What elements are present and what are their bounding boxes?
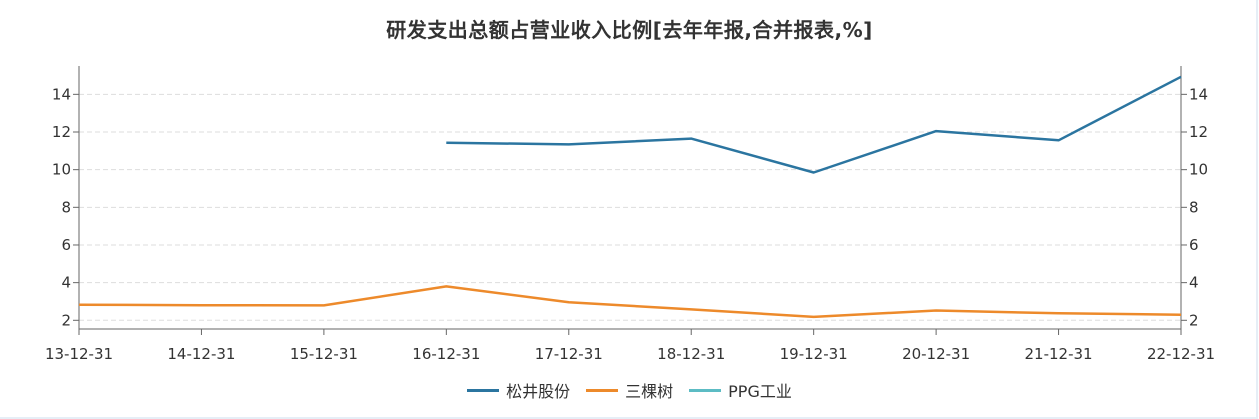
- y-tick-label-right: 12: [1189, 123, 1208, 141]
- x-tick-label: 18-12-31: [657, 345, 725, 363]
- legend-line-icon: [586, 388, 619, 392]
- legend-line-icon: [467, 388, 500, 392]
- y-tick-label: 4: [61, 274, 71, 292]
- x-tick-label: 15-12-31: [290, 345, 358, 363]
- axes: 2 2 4 4 6 6 8 8 10 10 12 12 14 14 13-12-31 14-12-31 15-1…: [45, 66, 1215, 363]
- x-tick-label: 17-12-31: [535, 345, 603, 363]
- y-tick-label-right: 8: [1189, 198, 1199, 216]
- legend-item[interactable]: 松井股份: [467, 378, 570, 402]
- x-tick-label: 20-12-31: [902, 345, 970, 363]
- y-tick-label: 14: [52, 85, 71, 103]
- series-lines: [78, 75, 1182, 319]
- series-line[interactable]: [446, 75, 1182, 174]
- legend-item[interactable]: PPG工业: [689, 378, 792, 402]
- legend-label: 三棵树: [625, 382, 674, 401]
- x-tick-label: 22-12-31: [1147, 345, 1215, 363]
- y-tick-label: 12: [52, 123, 71, 141]
- x-tick-label: 19-12-31: [780, 345, 848, 363]
- y-tick-label-right: 4: [1189, 274, 1199, 292]
- chart-legend: 松井股份 三棵树 PPG工业: [0, 378, 1259, 402]
- x-tick-label: 14-12-31: [167, 345, 235, 363]
- x-tick-label: 16-12-31: [412, 345, 480, 363]
- y-tick-label-right: 2: [1189, 311, 1199, 329]
- y-tick-label: 8: [61, 198, 71, 216]
- legend-line-icon: [689, 388, 722, 392]
- legend-label: PPG工业: [728, 382, 792, 401]
- x-tick-label: 13-12-31: [45, 345, 113, 363]
- y-tick-label: 10: [52, 161, 71, 179]
- y-tick-label-right: 14: [1189, 85, 1208, 103]
- x-tick-label: 21-12-31: [1025, 345, 1093, 363]
- chart-title: 研发支出总额占营业收入比例[去年年报,合并报表,%]: [386, 18, 873, 42]
- y-tick-label-right: 10: [1189, 161, 1208, 179]
- y-tick-label: 6: [61, 236, 71, 254]
- y-tick-label: 2: [61, 311, 71, 329]
- legend-label: 松井股份: [506, 382, 571, 401]
- y-tick-label-right: 6: [1189, 236, 1199, 254]
- series-line[interactable]: [78, 285, 1182, 319]
- gridlines: [79, 93, 1181, 321]
- legend-item[interactable]: 三棵树: [586, 378, 673, 402]
